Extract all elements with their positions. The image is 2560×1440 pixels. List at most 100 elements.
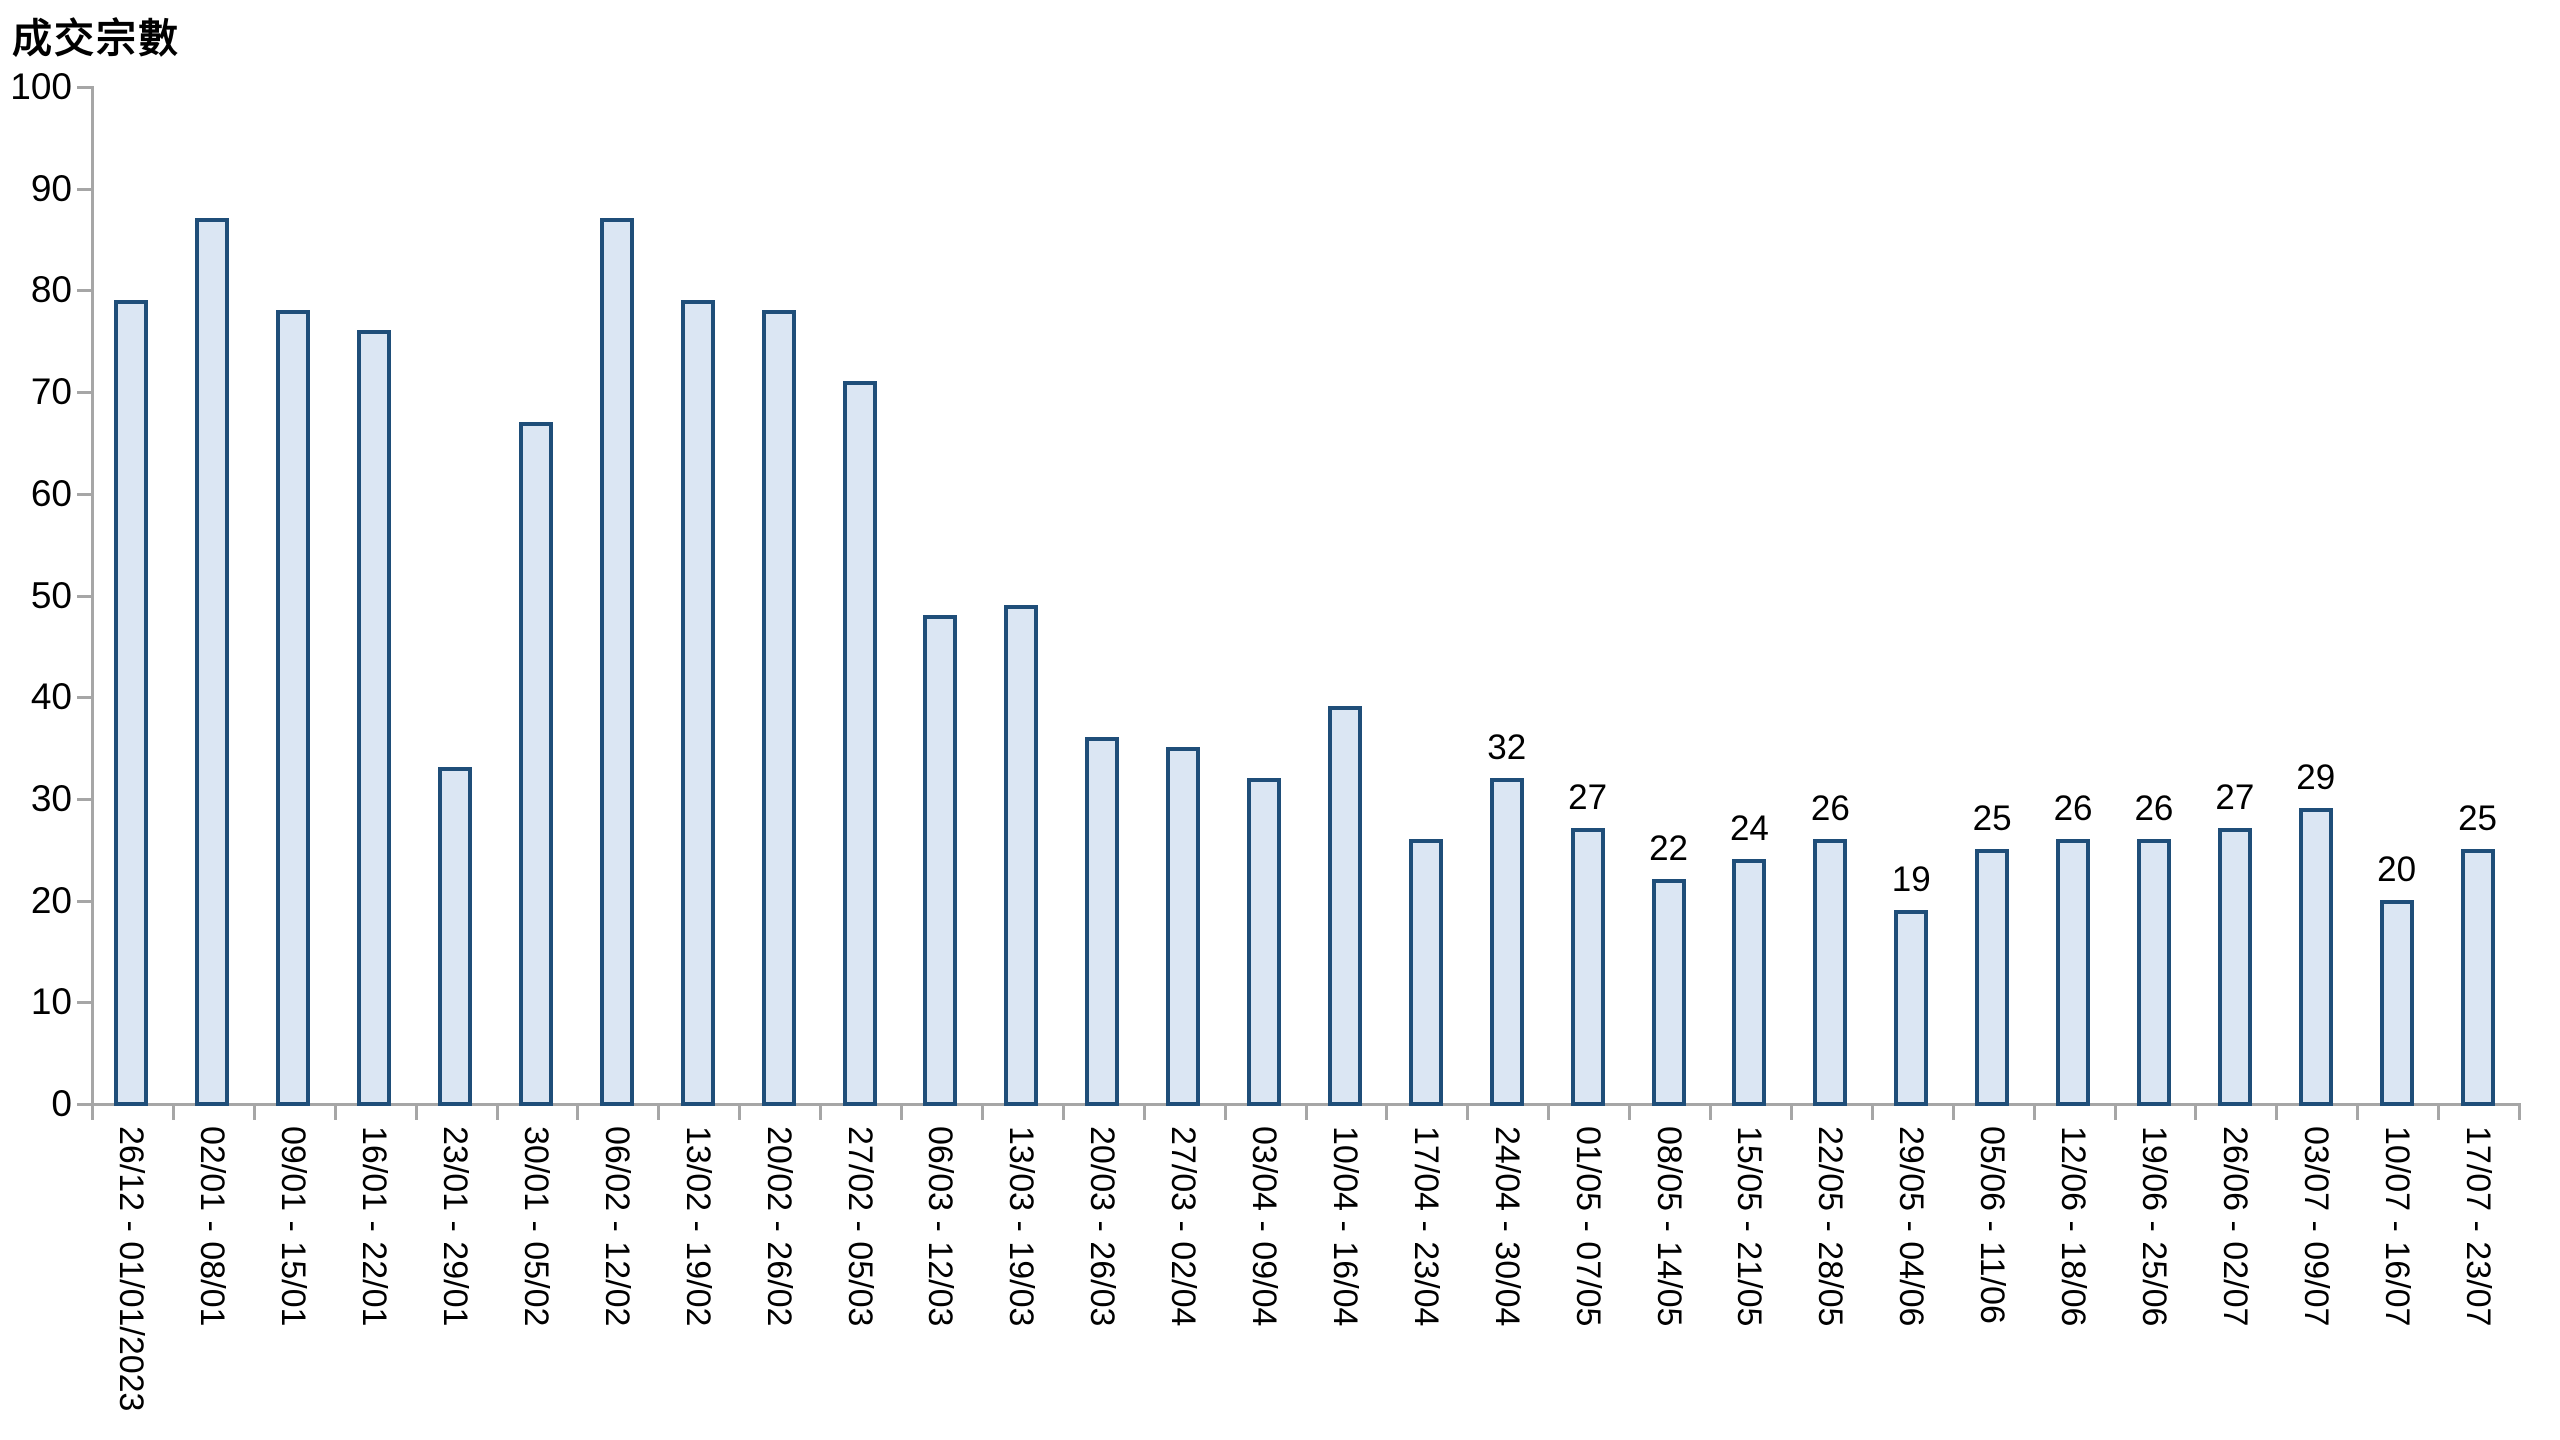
x-axis-label: 12/06 - 18/06: [2054, 1126, 2093, 1327]
x-axis-tick: [1547, 1106, 1551, 1120]
y-axis-tick: [77, 1001, 91, 1005]
x-axis-tick: [1304, 1106, 1308, 1120]
x-axis-tick: [1951, 1106, 1955, 1120]
bar: [114, 299, 149, 1106]
x-axis-label: 22/05 - 28/05: [1811, 1126, 1850, 1327]
x-axis-tick: [657, 1106, 661, 1120]
bar-value-label: 22: [1649, 829, 1688, 869]
x-axis-tick: [1870, 1106, 1874, 1120]
y-axis-tick-label: 90: [30, 167, 72, 209]
x-axis-tick: [2032, 1106, 2036, 1120]
x-axis-tick: [1385, 1106, 1389, 1120]
bar: [2056, 838, 2091, 1106]
x-axis-tick: [2437, 1106, 2441, 1120]
x-axis-tick: [2518, 1106, 2521, 1120]
x-axis-tick: [1142, 1106, 1146, 1120]
bar-value-label: 26: [2134, 788, 2174, 828]
x-axis-label: 10/04 - 16/04: [1325, 1126, 1364, 1327]
x-axis-tick: [980, 1106, 984, 1120]
x-axis-tick: [1466, 1106, 1470, 1120]
x-axis-tick: [414, 1106, 418, 1120]
bar: [1085, 736, 1120, 1106]
x-axis-label: 26/06 - 02/07: [2215, 1126, 2254, 1327]
x-axis-label: 13/02 - 19/02: [678, 1126, 717, 1327]
x-axis-label: 26/12 - 01/01/2023: [112, 1126, 151, 1412]
bar: [761, 309, 796, 1106]
x-axis-label: 29/05 - 04/06: [1892, 1126, 1931, 1327]
bar-value-label: 26: [1810, 788, 1850, 828]
bar-value-label: 19: [1891, 859, 1931, 899]
x-axis-label: 17/07 - 23/07: [2458, 1126, 2497, 1327]
bar: [276, 309, 311, 1106]
x-axis-label: 16/01 - 22/01: [355, 1126, 394, 1327]
y-axis-tick-label: 60: [30, 472, 72, 514]
y-axis-line: [91, 86, 94, 1106]
x-axis-tick: [1789, 1106, 1793, 1120]
x-axis-tick: [1061, 1106, 1065, 1120]
x-axis-label: 02/01 - 08/01: [193, 1126, 232, 1327]
bar: [1327, 706, 1362, 1106]
bar-value-label: 25: [1972, 798, 2012, 838]
bar-value-label: 27: [2215, 778, 2255, 818]
y-axis-tick: [77, 594, 91, 598]
x-axis-tick: [91, 1106, 94, 1120]
bar-value-label: 25: [2458, 798, 2497, 838]
y-axis-tick: [77, 899, 91, 903]
bar-value-label: 32: [1487, 727, 1527, 767]
x-axis-label: 15/05 - 21/05: [1730, 1126, 1769, 1327]
x-axis-tick: [495, 1106, 499, 1120]
x-axis-label: 01/05 - 07/05: [1568, 1126, 1607, 1327]
x-axis-tick: [1223, 1106, 1227, 1120]
y-axis-tick: [77, 187, 91, 191]
x-axis-label: 23/01 - 29/01: [436, 1126, 475, 1327]
x-axis-tick: [333, 1106, 337, 1120]
x-axis-label: 06/02 - 12/02: [597, 1126, 636, 1327]
bar: [2136, 838, 2171, 1106]
x-axis-label: 03/04 - 09/04: [1245, 1126, 1284, 1327]
x-axis-tick: [2113, 1106, 2117, 1120]
x-axis-label: 30/01 - 05/02: [516, 1126, 555, 1327]
bar: [1408, 838, 1443, 1106]
x-axis-tick: [819, 1106, 823, 1120]
y-axis-tick-label: 30: [30, 777, 72, 819]
x-axis-tick: [1628, 1106, 1632, 1120]
bar: [1975, 848, 2010, 1106]
x-axis-tick: [2275, 1106, 2279, 1120]
bar: [1570, 828, 1605, 1106]
bar: [680, 299, 715, 1106]
bar-value-label: 26: [2053, 788, 2093, 828]
bar: [518, 421, 553, 1106]
x-axis-label: 13/03 - 19/03: [1002, 1126, 1041, 1327]
x-axis-tick: [576, 1106, 580, 1120]
y-axis-tick: [77, 391, 91, 395]
y-axis-tick: [77, 289, 91, 293]
y-axis-tick-label: 20: [30, 879, 72, 921]
x-axis-label: 05/06 - 11/06: [1973, 1126, 2012, 1324]
bar: [1247, 777, 1282, 1106]
bar: [1813, 838, 1848, 1106]
y-axis-tick-label: 100: [10, 66, 72, 107]
bar: [599, 218, 634, 1106]
bar: [357, 330, 392, 1106]
bar: [1489, 777, 1524, 1106]
y-axis-tick: [77, 492, 91, 496]
x-axis-label: 20/03 - 26/03: [1083, 1126, 1122, 1327]
x-axis-label: 09/01 - 15/01: [274, 1126, 313, 1327]
y-axis-tick: [77, 1103, 91, 1106]
bar: [1166, 747, 1201, 1106]
bar: [1651, 879, 1686, 1106]
y-axis-tick-label: 10: [30, 981, 72, 1023]
y-axis-tick-label: 0: [51, 1083, 72, 1124]
x-axis-tick: [252, 1106, 256, 1120]
y-axis-tick: [77, 86, 91, 89]
x-axis-label: 19/06 - 25/06: [2134, 1126, 2173, 1327]
x-axis-tick: [1709, 1106, 1712, 1120]
chart-title: 成交宗數: [12, 17, 180, 61]
x-axis-label: 08/05 - 14/05: [1649, 1126, 1688, 1327]
bar: [1732, 858, 1767, 1106]
bar-value-label: 24: [1729, 808, 1769, 848]
x-axis-label: 27/02 - 05/03: [840, 1126, 879, 1327]
x-axis-tick: [900, 1106, 903, 1120]
x-axis-label: 17/04 - 23/04: [1406, 1126, 1445, 1327]
bar: [1894, 909, 1929, 1106]
